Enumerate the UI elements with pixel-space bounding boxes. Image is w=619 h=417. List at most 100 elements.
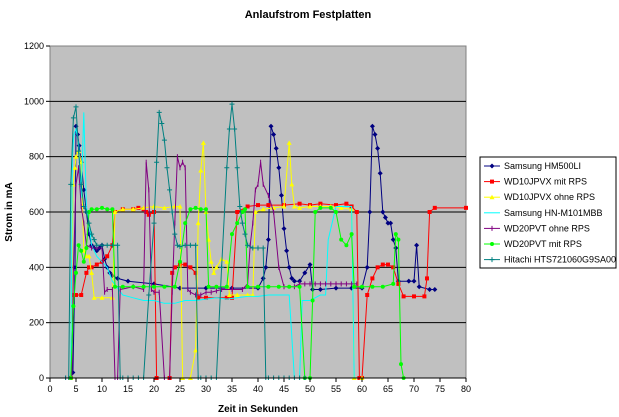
data-point — [245, 242, 251, 248]
data-point — [310, 298, 315, 303]
data-point — [178, 259, 182, 264]
data-point — [286, 264, 292, 270]
data-point — [302, 270, 308, 276]
data-point — [131, 284, 136, 289]
data-point — [198, 207, 203, 212]
data-point — [71, 304, 76, 309]
y-axis-ticks: 0 200 400 600 800 1000 1200 — [24, 41, 50, 383]
data-point — [120, 206, 126, 212]
data-point — [234, 165, 240, 171]
legend-label: WD20PVT mit RPS — [504, 239, 582, 249]
data-point — [162, 284, 167, 289]
data-point — [113, 284, 117, 289]
x-tick-label: 0 — [47, 384, 52, 394]
data-point — [144, 210, 149, 214]
series-6 — [68, 205, 406, 380]
data-point — [152, 284, 156, 289]
data-point — [182, 242, 188, 248]
data-point — [146, 212, 151, 217]
data-point — [193, 205, 198, 210]
data-point — [380, 209, 386, 215]
data-point — [151, 203, 157, 209]
y-axis-title: Strom in mA — [4, 182, 15, 241]
data-point — [89, 207, 94, 212]
data-point — [234, 292, 240, 297]
x-tick-label: 75 — [435, 384, 445, 394]
data-point — [252, 209, 258, 214]
data-point — [411, 278, 417, 284]
data-point — [178, 262, 182, 267]
data-point — [245, 292, 251, 297]
data-point — [89, 231, 95, 237]
data-point — [188, 207, 193, 212]
data-point — [193, 270, 198, 275]
data-point — [333, 285, 339, 291]
legend-label: Samsung HM500LI — [504, 161, 581, 171]
legend-label: WD20PVT ohne RPS — [504, 223, 590, 233]
data-point — [177, 203, 183, 209]
data-point — [146, 292, 152, 298]
data-point — [196, 295, 201, 300]
data-point — [396, 237, 401, 242]
data-point — [177, 244, 183, 250]
data-point — [260, 275, 266, 281]
data-point — [172, 203, 178, 209]
data-point — [83, 209, 89, 215]
data-point — [70, 115, 76, 121]
data-point — [125, 278, 131, 284]
data-point — [136, 205, 141, 210]
data-point — [313, 210, 318, 214]
data-point — [94, 242, 100, 248]
data-point — [307, 262, 313, 268]
data-point — [187, 242, 193, 248]
data-point — [151, 220, 157, 226]
data-point — [219, 264, 225, 270]
data-point — [367, 209, 373, 215]
data-point — [289, 181, 295, 187]
data-point — [204, 295, 208, 300]
data-point — [183, 221, 188, 226]
data-point — [226, 292, 232, 297]
data-point — [391, 265, 396, 270]
data-point — [115, 242, 121, 248]
data-point — [104, 242, 110, 248]
data-point — [318, 201, 323, 206]
data-point — [386, 262, 390, 267]
data-point — [250, 245, 256, 251]
data-point — [84, 270, 89, 275]
data-point — [230, 295, 234, 300]
data-point — [370, 276, 375, 281]
data-point — [193, 347, 199, 353]
x-tick-label: 45 — [279, 384, 289, 394]
data-point — [317, 286, 323, 292]
y-tick-label: 800 — [29, 152, 44, 162]
data-point — [239, 220, 245, 226]
data-point — [172, 265, 177, 270]
data-point — [156, 109, 162, 115]
data-point — [273, 145, 279, 151]
data-point — [278, 192, 284, 198]
data-point — [369, 123, 375, 129]
x-tick-label: 50 — [305, 384, 315, 394]
data-point — [354, 210, 359, 214]
x-tick-label: 60 — [357, 384, 367, 394]
data-point — [164, 165, 170, 171]
data-point — [167, 187, 173, 193]
series-line — [70, 112, 362, 379]
data-point — [105, 254, 110, 259]
data-point — [489, 163, 495, 169]
data-point — [213, 264, 219, 270]
data-point — [260, 245, 266, 251]
data-point — [161, 205, 167, 210]
data-point — [154, 159, 160, 165]
data-point — [271, 132, 277, 138]
data-point — [94, 248, 100, 254]
data-point — [183, 262, 188, 267]
x-tick-label: 20 — [149, 384, 159, 394]
data-point — [287, 284, 292, 289]
data-point — [87, 210, 91, 214]
data-point — [464, 205, 468, 210]
data-point — [365, 293, 370, 297]
data-point — [94, 207, 99, 212]
